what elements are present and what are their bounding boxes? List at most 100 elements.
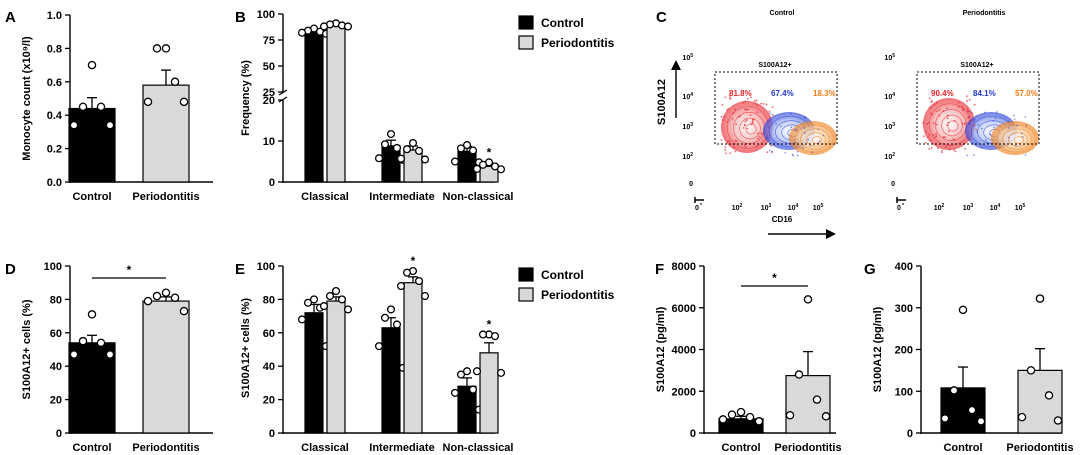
panel-e-y-tick-label: 20 xyxy=(263,395,275,407)
panel-c-y-axis-label: S100A12 xyxy=(656,79,668,125)
panel-c-plot-periodontitis-event-dot xyxy=(938,108,941,111)
panel-c-plot-periodontitis-event-dot xyxy=(948,130,950,133)
panel-c-plot-periodontitis-x-tick-label: 105 xyxy=(1015,203,1026,212)
panel-g-error-bar xyxy=(958,366,968,388)
cluster-contour xyxy=(1002,128,1032,150)
panel-c-plot-control-y-tick-label: 104 xyxy=(682,92,693,101)
panel-c-plot-control-event-dot xyxy=(775,123,777,125)
panel-e-data-point xyxy=(396,281,406,291)
panel-f-data-point xyxy=(727,410,737,419)
panel-c-plot-control-event-dot xyxy=(769,112,771,114)
panel-f-error-bar xyxy=(803,350,813,376)
panel-c-plot-control-event-dot xyxy=(780,125,782,128)
panel-b-data-point xyxy=(450,157,460,166)
panel-c-plot-control-event-dot xyxy=(771,150,774,153)
panel-c-plot-periodontitis-event-dot xyxy=(948,148,951,151)
panel-c-plot-control-event-dot xyxy=(790,112,793,115)
panel-c-plot-periodontitis-event-dot xyxy=(931,99,933,102)
panel-d-data-point xyxy=(69,350,79,359)
cluster-contour xyxy=(947,120,959,132)
panel-e-error-bar xyxy=(484,342,494,353)
panel-e-error-bar xyxy=(408,276,418,283)
panel-b-data-point xyxy=(374,154,384,163)
panel-e-data-point xyxy=(468,385,478,394)
panel-c-plot-periodontitis-event-dot xyxy=(935,135,938,138)
panel-f-bar-periodontitis xyxy=(785,374,831,434)
panel-e-category-label: Intermediate xyxy=(369,442,434,454)
panel-c-plot-control-event-dot xyxy=(727,108,730,110)
panel-c-plot-control-event-dot xyxy=(749,114,752,117)
panel-d-bar-periodontitis xyxy=(142,300,190,434)
panel-c-plot-periodontitis-gate xyxy=(916,71,1040,145)
panel-b-data-point xyxy=(380,140,390,149)
panel-c-plot-periodontitis-event-dot xyxy=(975,128,978,131)
panel-a-data-point xyxy=(105,120,115,130)
panel-c-plot-periodontitis-event-dot xyxy=(1013,114,1015,117)
panel-c-plot-periodontitis-event-dot xyxy=(1024,154,1027,156)
panel-d-y-tick-label: 100 xyxy=(44,261,62,273)
panel-b-y-axis-label: Frequency (%) xyxy=(240,60,252,136)
panel-d-y-tick-label: 60 xyxy=(50,328,62,340)
panel-f-data-point xyxy=(736,407,746,417)
panel-c-x-arrow-head xyxy=(826,229,836,239)
panel-f-data-point xyxy=(718,415,728,424)
panel-c-plot-control-event-dot xyxy=(794,141,796,144)
panel-c-plot-periodontitis-event-dot xyxy=(946,114,949,117)
panel-c-plot-control-event-dot xyxy=(744,108,746,111)
panel-d-data-point xyxy=(143,296,153,306)
panel-e-y-tick-label: 40 xyxy=(263,361,275,373)
panel-c-plot-control-event-dot xyxy=(796,150,799,153)
panel-c-plot-control-event-dot xyxy=(792,154,794,157)
panel-c-plot-control-event-dot xyxy=(753,100,756,102)
panel-c-plot-periodontitis-event-dot xyxy=(983,111,986,114)
panel-c-plot-control-event-dot xyxy=(722,119,725,121)
panel-b-y-tick-label: 20 xyxy=(263,95,275,107)
panel-c-plot-periodontitis-event-dot xyxy=(1024,116,1027,118)
cluster-contour xyxy=(811,136,823,144)
panel-c-plot-periodontitis-event-dot xyxy=(963,123,966,125)
panel-c-plot-periodontitis-event-dot xyxy=(952,138,955,141)
panel-c-plot-periodontitis-event-dot xyxy=(936,110,939,113)
panel-c-plot-control-x-tick-label: 104 xyxy=(788,203,799,212)
panel-c-plot-control-y-tick-label: 105 xyxy=(682,53,693,62)
cluster-contour xyxy=(739,117,761,140)
panel-c-plot-control-event-dot xyxy=(732,146,735,149)
panel-g-data-point xyxy=(1044,391,1054,400)
panel-c-plot-periodontitis-event-dot xyxy=(932,134,935,137)
panel-c-plot-control-event-dot xyxy=(756,111,759,114)
panel-c-plot-control-event-dot xyxy=(752,118,755,121)
panel-e-data-point xyxy=(392,320,402,329)
panel-c-plot-periodontitis-event-dot xyxy=(962,107,965,110)
panel-c-plot-periodontitis-event-dot xyxy=(994,117,997,119)
panel-c-plot-control-event-dot xyxy=(803,132,806,134)
panel-d-category-label: Control xyxy=(72,442,111,454)
panel-g-y-tick-label: 400 xyxy=(895,261,913,273)
panel-c-plot-control-event-dot xyxy=(760,132,763,135)
panel-b-bar-periodontitis xyxy=(326,24,346,183)
panel-c-plot-control-x-tick-label: 102 xyxy=(732,203,743,212)
panel-c-plot-periodontitis-event-dot xyxy=(935,123,938,126)
panel-c-plot-periodontitis-event-dot xyxy=(944,136,947,139)
panel-c-plot-control-event-dot xyxy=(818,140,821,142)
panel-c-plot-periodontitis-event-dot xyxy=(946,124,948,127)
panel-c-plot-periodontitis-event-dot xyxy=(1021,136,1024,138)
panel-c-plot-control-event-dot xyxy=(803,127,805,129)
panel-e-y-tick-label: 0 xyxy=(269,428,275,440)
panel-e-data-point xyxy=(337,295,347,304)
panel-b-legend-swatch xyxy=(518,35,534,50)
panel-c-plot-periodontitis-event-dot xyxy=(969,119,971,122)
panel-f-y-tick-label: 2000 xyxy=(672,386,696,398)
panel-e-legend-swatch xyxy=(518,267,534,282)
panel-g-data-point xyxy=(958,305,968,315)
panel-c-plot-periodontitis-event-dot xyxy=(933,103,936,106)
panel-b-data-point xyxy=(414,146,424,155)
panel-e-y-tick-label: 80 xyxy=(263,294,275,306)
panel-c-plot-control-percentage-2: 67.4% xyxy=(771,89,794,98)
panel-e-data-point xyxy=(303,298,313,307)
panel-c-plot-periodontitis-y-tick-label: 105 xyxy=(884,53,895,62)
panel-c-plot-periodontitis-event-dot xyxy=(964,147,966,150)
panel-c-plot-control-event-dot xyxy=(768,149,771,152)
panel-f-category-label: Control xyxy=(721,442,760,454)
panel-c-plot-control-event-dot xyxy=(750,123,753,126)
